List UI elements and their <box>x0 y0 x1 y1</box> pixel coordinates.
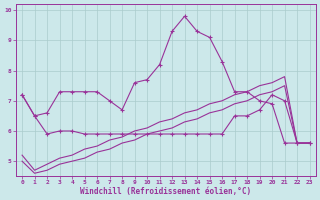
X-axis label: Windchill (Refroidissement éolien,°C): Windchill (Refroidissement éolien,°C) <box>80 187 252 196</box>
